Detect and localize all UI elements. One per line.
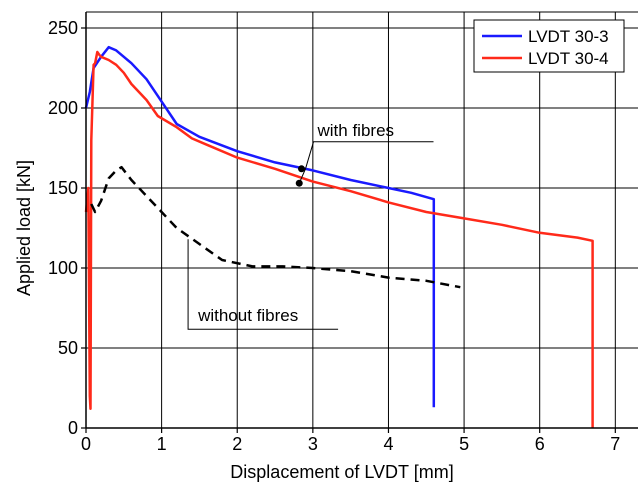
y-tick-label: 50 <box>58 338 78 358</box>
grid <box>85 12 638 429</box>
with-fibres-marker <box>295 179 303 187</box>
without-fibres-leader-line <box>187 239 339 330</box>
with-fibres-marker <box>298 165 306 173</box>
legend-box <box>473 19 625 73</box>
axes <box>85 11 638 429</box>
tick-labels: 0 1 2 3 4 5 6 7 0 50 100 150 200 250 <box>48 18 620 454</box>
legend-label-lvdt-30-4: LVDT 30-4 <box>528 49 609 68</box>
x-tick-label: 4 <box>383 434 393 454</box>
with-fibres-leader-line <box>298 141 434 184</box>
with-fibres-label: with fibres <box>317 121 395 140</box>
x-tick-label: 2 <box>232 434 242 454</box>
x-tick-label: 1 <box>157 434 167 454</box>
y-axis-title: Applied load [kN] <box>14 160 34 296</box>
series-group <box>84 45 594 428</box>
x-tick-label: 3 <box>308 434 318 454</box>
x-tick-label: 7 <box>610 434 620 454</box>
y-tick-label: 0 <box>68 418 78 438</box>
y-tick-label: 200 <box>48 98 78 118</box>
series-line-without-fibres <box>90 165 461 289</box>
x-tick-label: 0 <box>81 434 91 454</box>
without-fibres-label: without fibres <box>197 306 298 325</box>
series-line-lvdt-30-4 <box>84 50 594 428</box>
legend-label-lvdt-30-3: LVDT 30-3 <box>528 27 609 46</box>
series-line-lvdt-30-3 <box>84 45 436 408</box>
y-tick-label: 100 <box>48 258 78 278</box>
y-tick-label: 250 <box>48 18 78 38</box>
x-axis-title: Displacement of LVDT [mm] <box>230 462 453 482</box>
annotations: with fibres without fibres <box>187 121 434 330</box>
x-tick-label: 5 <box>459 434 469 454</box>
y-tick-label: 150 <box>48 178 78 198</box>
legend: LVDT 30-3 LVDT 30-4 <box>473 19 625 73</box>
x-tick-label: 6 <box>535 434 545 454</box>
